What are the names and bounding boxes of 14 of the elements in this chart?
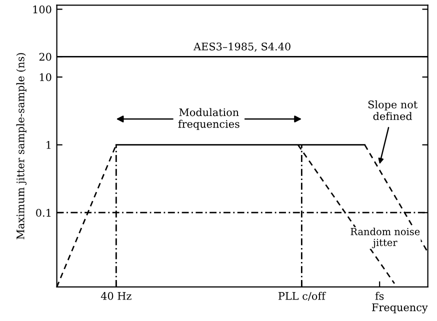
y-tick-label: 100 xyxy=(33,5,52,14)
x-axis-title: Frequency xyxy=(372,303,428,314)
x-tick-label: 40 Hz xyxy=(100,292,132,300)
x-tick-label: PLL c/off xyxy=(278,292,326,301)
annotation: Slope not defined xyxy=(368,100,418,120)
x-tick-label: fs xyxy=(375,292,384,300)
y-tick-label: 20 xyxy=(39,52,52,61)
y-tick-label: 1 xyxy=(46,141,50,149)
ref-line-label: AES3–1985, S4.40 xyxy=(193,42,290,52)
y-tick-label: 10 xyxy=(40,73,52,82)
annotation: Random noise jitter xyxy=(350,228,420,248)
y-axis-title: Maximum jitter sample-sample (ns) xyxy=(16,53,27,240)
annotation: Modulation frequencies xyxy=(178,108,240,130)
y-tick-label: 0.1 xyxy=(36,208,50,217)
